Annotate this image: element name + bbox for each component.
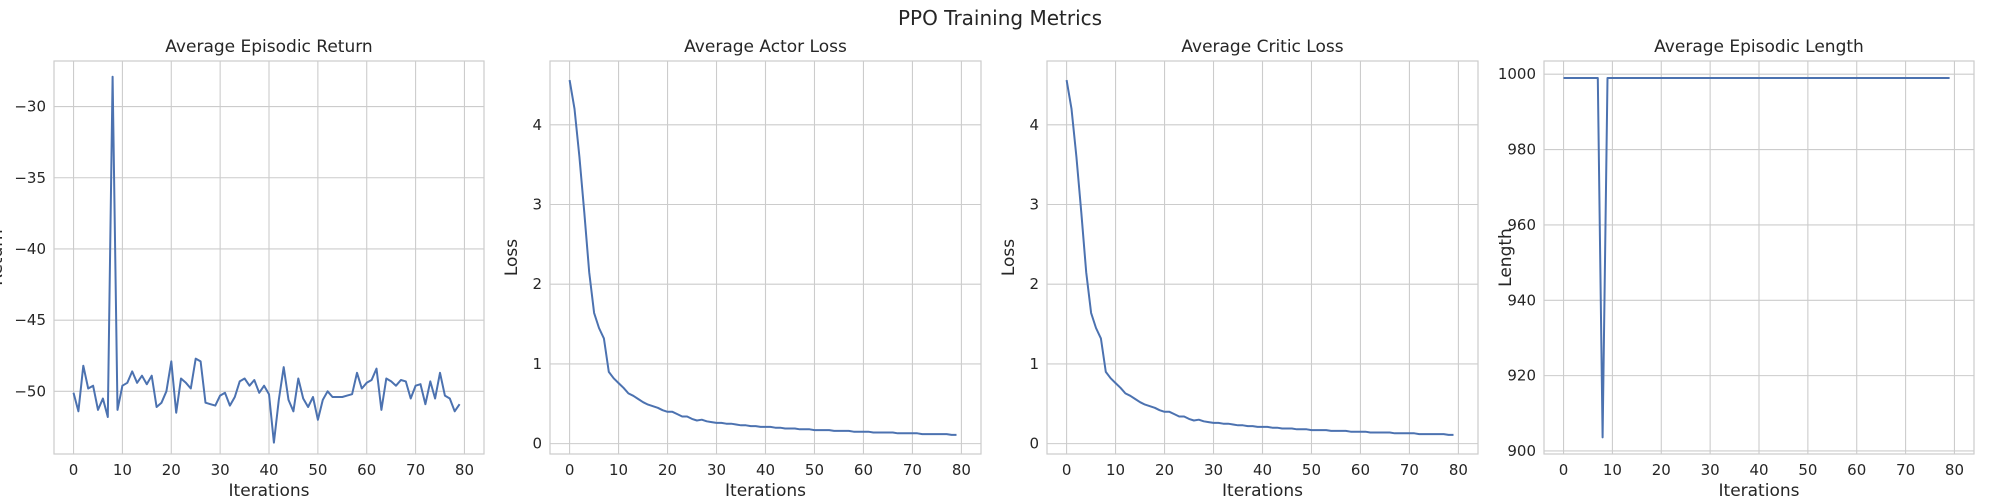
- panel-4-x-axis-label: Iterations: [1719, 481, 1800, 500]
- panel-2-x-axis-label: Iterations: [725, 481, 806, 500]
- panel-2-title: Average Actor Loss: [684, 37, 847, 57]
- panel-3-x-tick-label: 70: [1400, 461, 1419, 479]
- panel-2-x-tick-label: 60: [854, 461, 873, 479]
- panel-3-axes-frame: [1046, 60, 1479, 455]
- panel-2-x-tick-label: 30: [707, 461, 726, 479]
- panel-2-x-tick-label: 40: [756, 461, 775, 479]
- panel-3-y-tick-label: 2: [1029, 275, 1039, 293]
- panel-4-x-tick-label: 0: [1559, 461, 1569, 479]
- panel-2-y-tick-label: 3: [532, 195, 542, 213]
- panel-3-x-tick-label: 80: [1449, 461, 1468, 479]
- panel-3-y-tick-label: 0: [1029, 435, 1039, 453]
- panel-4-x-tick-label: 40: [1749, 461, 1768, 479]
- panel-3-y-tick-label: 1: [1029, 355, 1039, 373]
- panel-3-x-tick-label: 50: [1302, 461, 1321, 479]
- panel-3-x-axis-label: Iterations: [1222, 481, 1303, 500]
- panel-1-y-tick-label: −45: [14, 311, 46, 329]
- panel-3-x-tick-label: 60: [1351, 461, 1370, 479]
- panel-3-y-axis-label: Loss: [999, 239, 1019, 276]
- panel-3-x-tick-label: 10: [1106, 461, 1125, 479]
- panel-4-x-tick-label: 70: [1896, 461, 1915, 479]
- panel-2-x-tick-label: 80: [952, 461, 971, 479]
- figure-title: PPO Training Metrics: [897, 6, 1103, 30]
- panel-4-axes-frame: [1543, 60, 1975, 455]
- panel-4-x-tick-label: 80: [1945, 461, 1964, 479]
- panel-4-y-tick-label: 920: [1507, 367, 1536, 385]
- panel-1-title: Average Episodic Return: [165, 37, 372, 57]
- panel-4-series-line: [1563, 77, 1950, 439]
- panel-4-y-tick-label: 960: [1507, 216, 1536, 234]
- panel-1-y-tick-label: −50: [14, 382, 46, 400]
- panel-1-y-tick-label: −40: [14, 240, 46, 258]
- panel-1-axes-frame: [53, 60, 485, 455]
- panel-1-x-axis-label: Iterations: [229, 481, 310, 500]
- panel-2-y-tick-label: 4: [532, 116, 542, 134]
- panel-4-x-tick-label: 50: [1798, 461, 1817, 479]
- panel-1-y-tick-label: −30: [14, 98, 46, 116]
- panel-4-y-tick-label: 940: [1507, 291, 1536, 309]
- panel-1-x-tick-label: 0: [69, 461, 79, 479]
- panel-4-y-tick-label: 1000: [1498, 65, 1536, 83]
- panel-4-x-tick-label: 30: [1701, 461, 1720, 479]
- panel-3-x-tick-label: 20: [1155, 461, 1174, 479]
- panel-2-axes-frame: [549, 60, 982, 455]
- panel-2-y-tick-label: 1: [532, 355, 542, 373]
- panel-1-x-tick-label: 30: [211, 461, 230, 479]
- panel-3-y-tick-label: 3: [1029, 195, 1039, 213]
- panel-4-x-tick-label: 60: [1847, 461, 1866, 479]
- panel-2-y-tick-label: 2: [532, 275, 542, 293]
- panel-1-x-tick-label: 60: [357, 461, 376, 479]
- panel-4-y-tick-label: 980: [1507, 141, 1536, 159]
- panel-1-y-axis-label: Return: [0, 229, 7, 285]
- panel-1-x-tick-label: 10: [113, 461, 132, 479]
- panel-2-x-tick-label: 0: [565, 461, 575, 479]
- panel-4-x-tick-label: 10: [1603, 461, 1622, 479]
- panel-1-y-tick-label: −35: [14, 169, 46, 187]
- panel-2-y-axis-label: Loss: [502, 239, 522, 276]
- panel-3-series-line: [1065, 79, 1454, 436]
- panel-3-x-tick-label: 0: [1062, 461, 1072, 479]
- panel-2-x-tick-label: 50: [805, 461, 824, 479]
- panel-2-y-tick-label: 0: [532, 435, 542, 453]
- panel-1-x-tick-label: 80: [455, 461, 474, 479]
- panel-4-y-axis-label: Length: [1496, 228, 1516, 287]
- panel-3-y-tick-label: 4: [1029, 116, 1039, 134]
- panel-3-x-tick-label: 30: [1204, 461, 1223, 479]
- panel-1-series-line: [72, 75, 461, 444]
- panel-1-x-tick-label: 40: [259, 461, 278, 479]
- panel-4-title: Average Episodic Length: [1654, 37, 1864, 57]
- panel-4-y-tick-label: 900: [1507, 442, 1536, 460]
- panel-2-x-tick-label: 10: [609, 461, 628, 479]
- panel-4-x-tick-label: 20: [1652, 461, 1671, 479]
- panel-1-x-tick-label: 20: [162, 461, 181, 479]
- panel-1-x-tick-label: 50: [308, 461, 327, 479]
- panel-3-title: Average Critic Loss: [1181, 37, 1343, 57]
- panel-2-x-tick-label: 20: [658, 461, 677, 479]
- panel-2-x-tick-label: 70: [903, 461, 922, 479]
- panel-2-series-line: [568, 79, 957, 436]
- panel-1-x-tick-label: 70: [406, 461, 425, 479]
- panel-3-x-tick-label: 40: [1253, 461, 1272, 479]
